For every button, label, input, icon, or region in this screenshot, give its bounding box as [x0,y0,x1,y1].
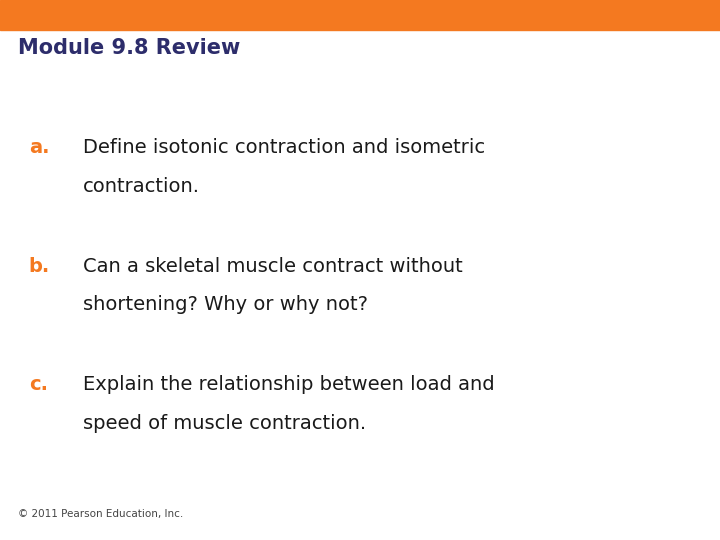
Text: Module 9.8 Review: Module 9.8 Review [18,38,240,58]
Text: contraction.: contraction. [83,177,200,195]
Text: c.: c. [29,375,48,394]
Text: © 2011 Pearson Education, Inc.: © 2011 Pearson Education, Inc. [18,509,184,519]
Text: Define isotonic contraction and isometric: Define isotonic contraction and isometri… [83,138,485,157]
Text: a.: a. [29,138,49,157]
Text: Explain the relationship between load and: Explain the relationship between load an… [83,375,495,394]
Text: speed of muscle contraction.: speed of muscle contraction. [83,414,366,433]
Text: Can a skeletal muscle contract without: Can a skeletal muscle contract without [83,256,462,275]
Bar [0,0,720,30]
Text: shortening? Why or why not?: shortening? Why or why not? [83,295,368,314]
Text: b.: b. [29,256,50,275]
